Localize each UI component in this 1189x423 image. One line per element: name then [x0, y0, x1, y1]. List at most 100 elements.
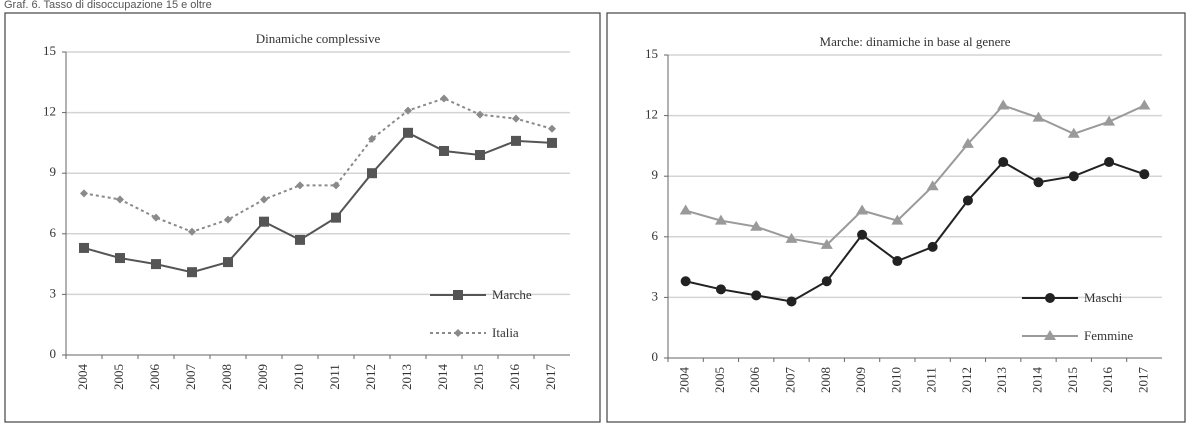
y-tick-label: 6	[50, 225, 57, 240]
data-point	[1138, 99, 1151, 110]
x-tick-label: 2006	[747, 367, 762, 394]
x-tick-label: 2015	[1065, 367, 1080, 393]
y-tick-label: 12	[43, 104, 56, 119]
data-point	[1139, 169, 1150, 180]
data-point	[224, 215, 232, 224]
data-point	[892, 256, 903, 267]
data-point	[187, 267, 197, 278]
y-tick-label: 3	[50, 285, 57, 300]
x-tick-label: 2016	[507, 364, 522, 391]
x-tick-label: 2013	[994, 367, 1009, 393]
x-tick-label: 2014	[1029, 367, 1044, 394]
data-point	[512, 114, 520, 123]
panel-frame	[4, 12, 601, 423]
x-tick-label: 2007	[183, 364, 198, 391]
x-tick-label: 2009	[853, 367, 868, 393]
chart-title: Dinamiche complessive	[256, 31, 381, 46]
data-point	[475, 150, 485, 161]
data-point	[511, 135, 521, 146]
y-tick-label: 9	[652, 167, 659, 182]
data-point	[1103, 115, 1116, 126]
data-point	[820, 238, 833, 249]
data-point	[715, 284, 726, 295]
series-line	[685, 104, 1145, 246]
x-tick-label: 2017	[1135, 367, 1150, 394]
data-point	[476, 110, 484, 119]
series-line	[83, 97, 553, 233]
data-point	[548, 124, 556, 133]
x-tick-label: 2004	[677, 367, 692, 394]
x-tick-label: 2015	[471, 364, 486, 390]
data-point	[1033, 177, 1044, 188]
data-point	[188, 227, 196, 236]
series-line	[685, 160, 1145, 303]
data-point	[1068, 171, 1079, 182]
data-point	[152, 213, 160, 222]
y-tick-label: 12	[645, 107, 658, 122]
x-tick-label: 2011	[924, 367, 939, 393]
data-point	[679, 204, 692, 215]
panel-frame	[606, 12, 1186, 423]
data-point	[927, 241, 938, 252]
y-tick-label: 0	[652, 349, 659, 364]
data-point	[116, 195, 124, 204]
data-point	[1104, 157, 1115, 168]
header: Graf. 6. Tasso di disoccupazione 15 e ol…	[4, 0, 212, 11]
data-point	[821, 276, 832, 287]
data-point	[926, 180, 939, 191]
data-point	[785, 232, 798, 243]
data-point	[961, 137, 974, 148]
data-point	[1067, 127, 1080, 138]
data-point	[260, 195, 268, 204]
y-tick-label: 0	[50, 346, 57, 361]
x-tick-label: 2012	[363, 364, 378, 390]
data-point	[857, 229, 868, 240]
data-point	[751, 290, 762, 301]
data-point	[1032, 111, 1045, 122]
x-tick-label: 2006	[147, 364, 162, 391]
y-tick-label: 15	[43, 43, 56, 58]
x-tick-label: 2008	[219, 364, 234, 390]
legend-label: Marche	[492, 287, 532, 302]
x-tick-label: 2014	[435, 364, 450, 391]
data-point	[368, 134, 376, 143]
x-tick-label: 2005	[111, 364, 126, 390]
x-tick-label: 2009	[255, 364, 270, 390]
x-tick-label: 2010	[291, 364, 306, 390]
data-point	[223, 257, 233, 268]
data-point	[296, 181, 304, 190]
data-point	[750, 220, 763, 231]
data-point	[295, 234, 305, 245]
y-tick-label: 15	[645, 46, 658, 61]
y-tick-label: 3	[652, 288, 659, 303]
data-point	[962, 195, 973, 206]
legend-marker	[453, 290, 463, 300]
x-tick-label: 2008	[818, 367, 833, 393]
y-tick-label: 6	[652, 228, 659, 243]
data-point	[79, 242, 89, 253]
data-point	[714, 214, 727, 225]
data-point	[680, 276, 691, 287]
data-point	[786, 296, 797, 307]
legend-marker	[1045, 293, 1055, 303]
data-point	[856, 204, 869, 215]
x-tick-label: 2017	[543, 364, 558, 391]
data-point	[331, 212, 341, 223]
legend-marker	[1044, 330, 1056, 340]
data-point	[439, 145, 449, 156]
data-point	[332, 181, 340, 190]
x-tick-label: 2011	[327, 364, 342, 390]
data-point	[891, 214, 904, 225]
data-point	[151, 259, 161, 270]
legend-marker	[454, 329, 462, 337]
data-point	[115, 253, 125, 264]
chart-title: Marche: dinamiche in base al genere	[820, 34, 1011, 49]
data-point	[80, 189, 88, 198]
data-point	[404, 106, 412, 115]
data-point	[259, 216, 269, 227]
x-tick-label: 2016	[1100, 367, 1115, 394]
data-point	[367, 168, 377, 179]
y-tick-label: 9	[50, 164, 57, 179]
x-tick-label: 2013	[399, 364, 414, 390]
